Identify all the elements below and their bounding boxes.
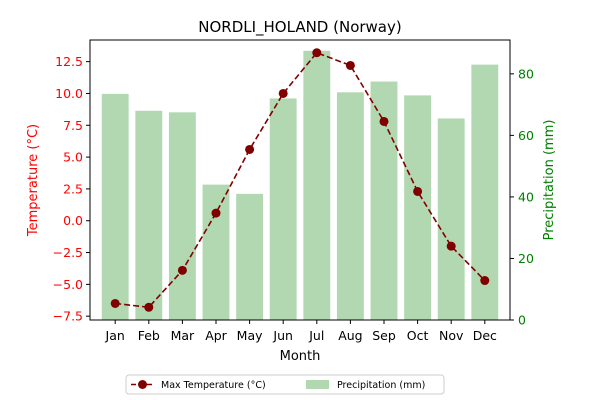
precipitation-bar-jan xyxy=(101,93,129,320)
legend-label-precipitation: Precipitation (mm) xyxy=(337,380,425,391)
right-y-tick-label: 0 xyxy=(518,313,526,328)
precipitation-bar-mar xyxy=(168,112,196,320)
x-tick-label-jun: Jun xyxy=(272,328,293,343)
chart-title: NORDLI_HOLAND (Norway) xyxy=(198,18,401,37)
x-tick-label-feb: Feb xyxy=(138,328,160,343)
x-tick-label-apr: Apr xyxy=(205,328,227,343)
x-tick-label-jul: Jul xyxy=(308,328,324,343)
temperature-point-feb xyxy=(144,302,154,312)
x-axis: Jan Feb Mar Apr May Jun Jul Aug Sep Oct Nov Dec xyxy=(105,320,497,343)
x-tick-label-aug: Aug xyxy=(338,328,362,343)
temperature-point-dec xyxy=(480,276,490,286)
right-y-tick-label: 40 xyxy=(518,189,534,204)
right-y-axis: 0 20 40 60 80 xyxy=(510,66,534,328)
x-tick-label-oct: Oct xyxy=(407,328,429,343)
x-tick-label-jan: Jan xyxy=(105,328,125,343)
temperature-point-jun xyxy=(278,88,288,98)
left-y-tick-label: 10.0 xyxy=(55,86,83,101)
legend-bar-swatch xyxy=(306,380,329,389)
left-y-tick-label: −2.5 xyxy=(53,245,83,260)
left-y-axis: −7.5 −5.0 −2.5 0.0 2.5 5.0 7.5 10.0 12.5 xyxy=(53,54,90,324)
temperature-point-oct xyxy=(413,186,423,196)
temperature-point-apr xyxy=(211,208,221,218)
precipitation-bar-aug xyxy=(336,92,364,320)
right-y-axis-label: Precipitation (mm) xyxy=(542,120,557,241)
x-tick-label-mar: Mar xyxy=(171,328,195,343)
legend: Max Temperature (°C) Precipitation (mm) xyxy=(125,374,445,395)
legend-label-temperature: Max Temperature (°C) xyxy=(161,380,266,391)
temperature-line-path xyxy=(115,51,486,309)
right-y-tick-label: 80 xyxy=(518,66,534,81)
right-y-tick-label: 60 xyxy=(518,128,534,143)
legend-frame xyxy=(125,374,445,395)
precipitation-bar-jun xyxy=(269,98,297,320)
plot-frame xyxy=(89,39,511,321)
precipitation-bar-jul xyxy=(303,50,331,321)
left-y-axis-label: Temperature (°C) xyxy=(26,124,41,237)
x-tick-label-nov: Nov xyxy=(439,328,464,343)
temperature-line xyxy=(110,48,490,312)
right-y-tick-label: 20 xyxy=(518,251,534,266)
precipitation-bar-oct xyxy=(404,95,432,320)
left-y-tick-label: 2.5 xyxy=(63,181,83,196)
x-axis-label: Month xyxy=(280,349,321,364)
x-tick-label-may: May xyxy=(237,328,263,343)
left-y-tick-label: 12.5 xyxy=(55,54,83,69)
precipitation-bar-may xyxy=(236,193,264,320)
temperature-point-mar xyxy=(177,265,187,275)
left-y-tick-label: 7.5 xyxy=(63,118,83,133)
temperature-point-sep xyxy=(379,116,389,126)
temperature-point-jul xyxy=(312,48,322,58)
precipitation-bar-nov xyxy=(437,118,465,320)
x-tick-label-dec: Dec xyxy=(473,328,497,343)
temperature-point-jan xyxy=(110,298,120,308)
left-y-tick-label: −7.5 xyxy=(53,309,83,324)
temperature-point-aug xyxy=(345,60,355,70)
x-tick-label-sep: Sep xyxy=(372,328,396,343)
precipitation-bar-feb xyxy=(135,110,163,321)
temperature-point-nov xyxy=(446,241,456,251)
left-y-tick-label: 5.0 xyxy=(63,150,83,165)
precipitation-bar-apr xyxy=(202,184,230,320)
legend-marker-swatch xyxy=(138,380,147,389)
temperature-point-may xyxy=(245,144,255,154)
left-y-tick-label: 0.0 xyxy=(63,213,83,228)
left-y-tick-label: −5.0 xyxy=(53,277,83,292)
